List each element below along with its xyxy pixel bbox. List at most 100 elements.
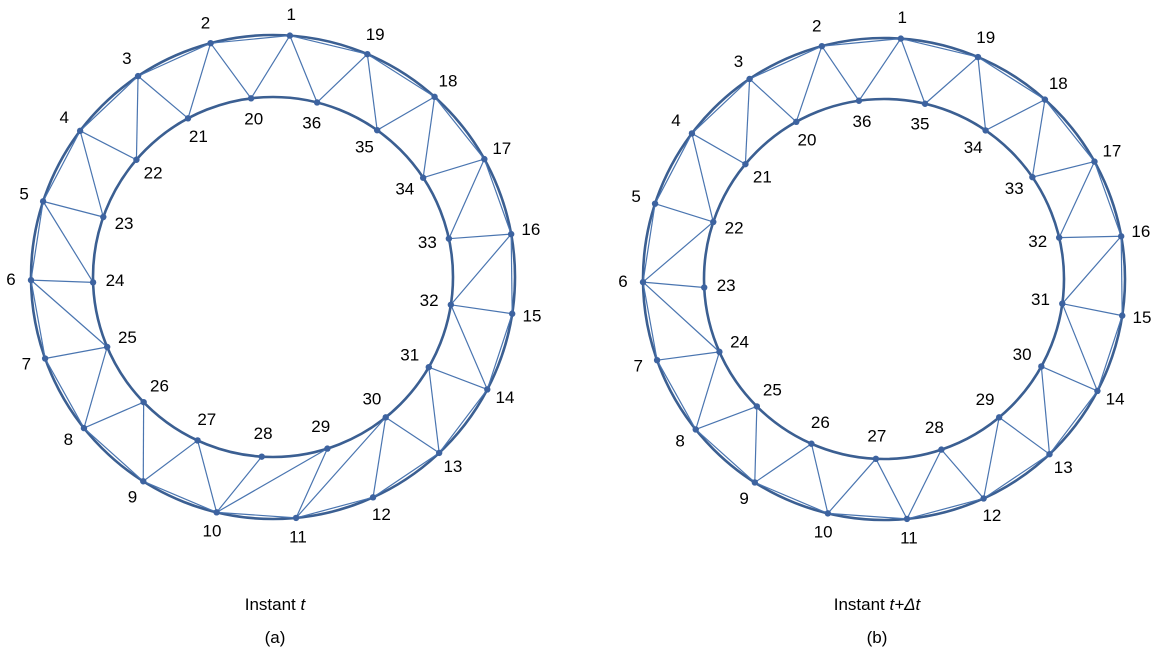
mesh-edge — [642, 281, 705, 289]
mesh-edge — [1059, 235, 1122, 239]
mesh-edge — [754, 406, 758, 483]
mesh-edge — [998, 416, 1050, 455]
outer-chain-edge — [906, 497, 984, 520]
mesh-edge — [450, 304, 513, 315]
mesh-edge — [657, 351, 720, 361]
mesh-node — [751, 479, 758, 486]
mesh-node — [1091, 158, 1098, 165]
node-label: 13 — [443, 457, 462, 476]
mesh-node — [382, 414, 389, 421]
mesh-edge — [79, 130, 104, 218]
mesh-node — [447, 301, 455, 308]
node-label: 15 — [1133, 308, 1152, 327]
mesh-node — [27, 276, 35, 284]
mesh-edge — [875, 458, 908, 520]
mesh-edge — [654, 203, 714, 223]
mesh-node — [1029, 173, 1036, 181]
mesh-node — [855, 97, 863, 104]
mesh-edge — [749, 78, 797, 123]
mesh-node — [435, 449, 443, 457]
mesh-edge — [83, 346, 108, 429]
mesh-node — [982, 127, 989, 134]
node-label: 33 — [418, 233, 437, 252]
mesh-edge — [1032, 160, 1095, 178]
mesh-node — [818, 42, 826, 50]
node-label: 27 — [867, 426, 886, 445]
mesh-node — [445, 235, 453, 242]
node-label: 23 — [115, 214, 134, 233]
node-label: 28 — [925, 418, 944, 437]
mesh-edge — [79, 130, 137, 161]
node-label: 15 — [522, 306, 541, 325]
mesh-edge — [821, 45, 860, 102]
outer-chain-edge — [83, 427, 144, 482]
mesh-edge — [316, 53, 368, 103]
node-label: 11 — [289, 527, 307, 546]
mesh-node — [292, 514, 300, 522]
mesh-edge — [30, 279, 108, 348]
outer-chain-edge — [821, 37, 901, 47]
node-label: 26 — [811, 413, 830, 432]
node-label: 4 — [59, 108, 68, 127]
mesh-node — [247, 95, 255, 102]
caption-a: Instant t — [245, 595, 307, 614]
node-label: 32 — [1028, 232, 1047, 251]
node-label: 33 — [1005, 179, 1024, 198]
mesh-edge — [422, 158, 485, 179]
outer-chain-edge — [372, 452, 440, 498]
node-label: 12 — [372, 505, 391, 524]
node-label: 7 — [22, 355, 31, 374]
mesh-edge — [428, 367, 440, 453]
mesh-edge — [450, 233, 512, 306]
node-label: 7 — [634, 356, 643, 375]
node-label: 5 — [631, 187, 640, 206]
mesh-edge — [827, 458, 877, 514]
mesh-edge — [642, 221, 714, 283]
mesh-node — [431, 93, 438, 101]
mesh-node — [39, 198, 47, 205]
mesh-node — [194, 437, 201, 444]
mesh-node — [710, 218, 717, 226]
outer-chain-edge — [1093, 161, 1122, 237]
node-label: 17 — [492, 139, 511, 158]
node-label: 2 — [201, 13, 210, 32]
outer-chain-edge — [295, 496, 374, 519]
mesh-edge — [858, 38, 902, 102]
sublabel-b: (b) — [867, 628, 888, 647]
mesh-node — [507, 230, 515, 238]
mesh-node — [41, 355, 49, 362]
mesh-edge — [695, 351, 720, 430]
mesh-edge — [45, 346, 108, 360]
mesh-node — [484, 386, 491, 393]
mesh-node — [481, 155, 488, 163]
mesh-node — [701, 284, 708, 291]
mesh-node — [419, 174, 427, 181]
mesh-edge — [42, 200, 104, 218]
inner-ring — [91, 95, 455, 459]
outer-chain-edge — [754, 481, 829, 514]
mesh-edge — [197, 440, 218, 513]
mesh-node — [1094, 387, 1101, 395]
node-label: 24 — [730, 332, 749, 351]
node-label: 20 — [798, 131, 817, 150]
mesh-edge — [428, 366, 488, 390]
mesh-edge — [977, 57, 987, 131]
mesh-node — [134, 72, 142, 80]
mesh-node — [100, 213, 107, 221]
node-label: 6 — [618, 272, 627, 291]
mesh-edge — [372, 417, 387, 498]
outer-chain-edge — [289, 35, 368, 55]
mesh-node — [324, 445, 331, 452]
outer-chain-edge — [367, 53, 435, 98]
outer-chain-edge — [1049, 390, 1098, 455]
outer-chain-edge — [691, 78, 751, 134]
mesh-node — [651, 200, 659, 207]
mesh-edge — [448, 233, 512, 240]
node-label: 21 — [189, 127, 208, 146]
mesh-edge — [754, 443, 812, 483]
mesh-edge — [691, 133, 714, 223]
node-label: 1 — [897, 8, 906, 27]
mesh-edge — [142, 439, 198, 482]
node-label: 21 — [753, 168, 772, 187]
